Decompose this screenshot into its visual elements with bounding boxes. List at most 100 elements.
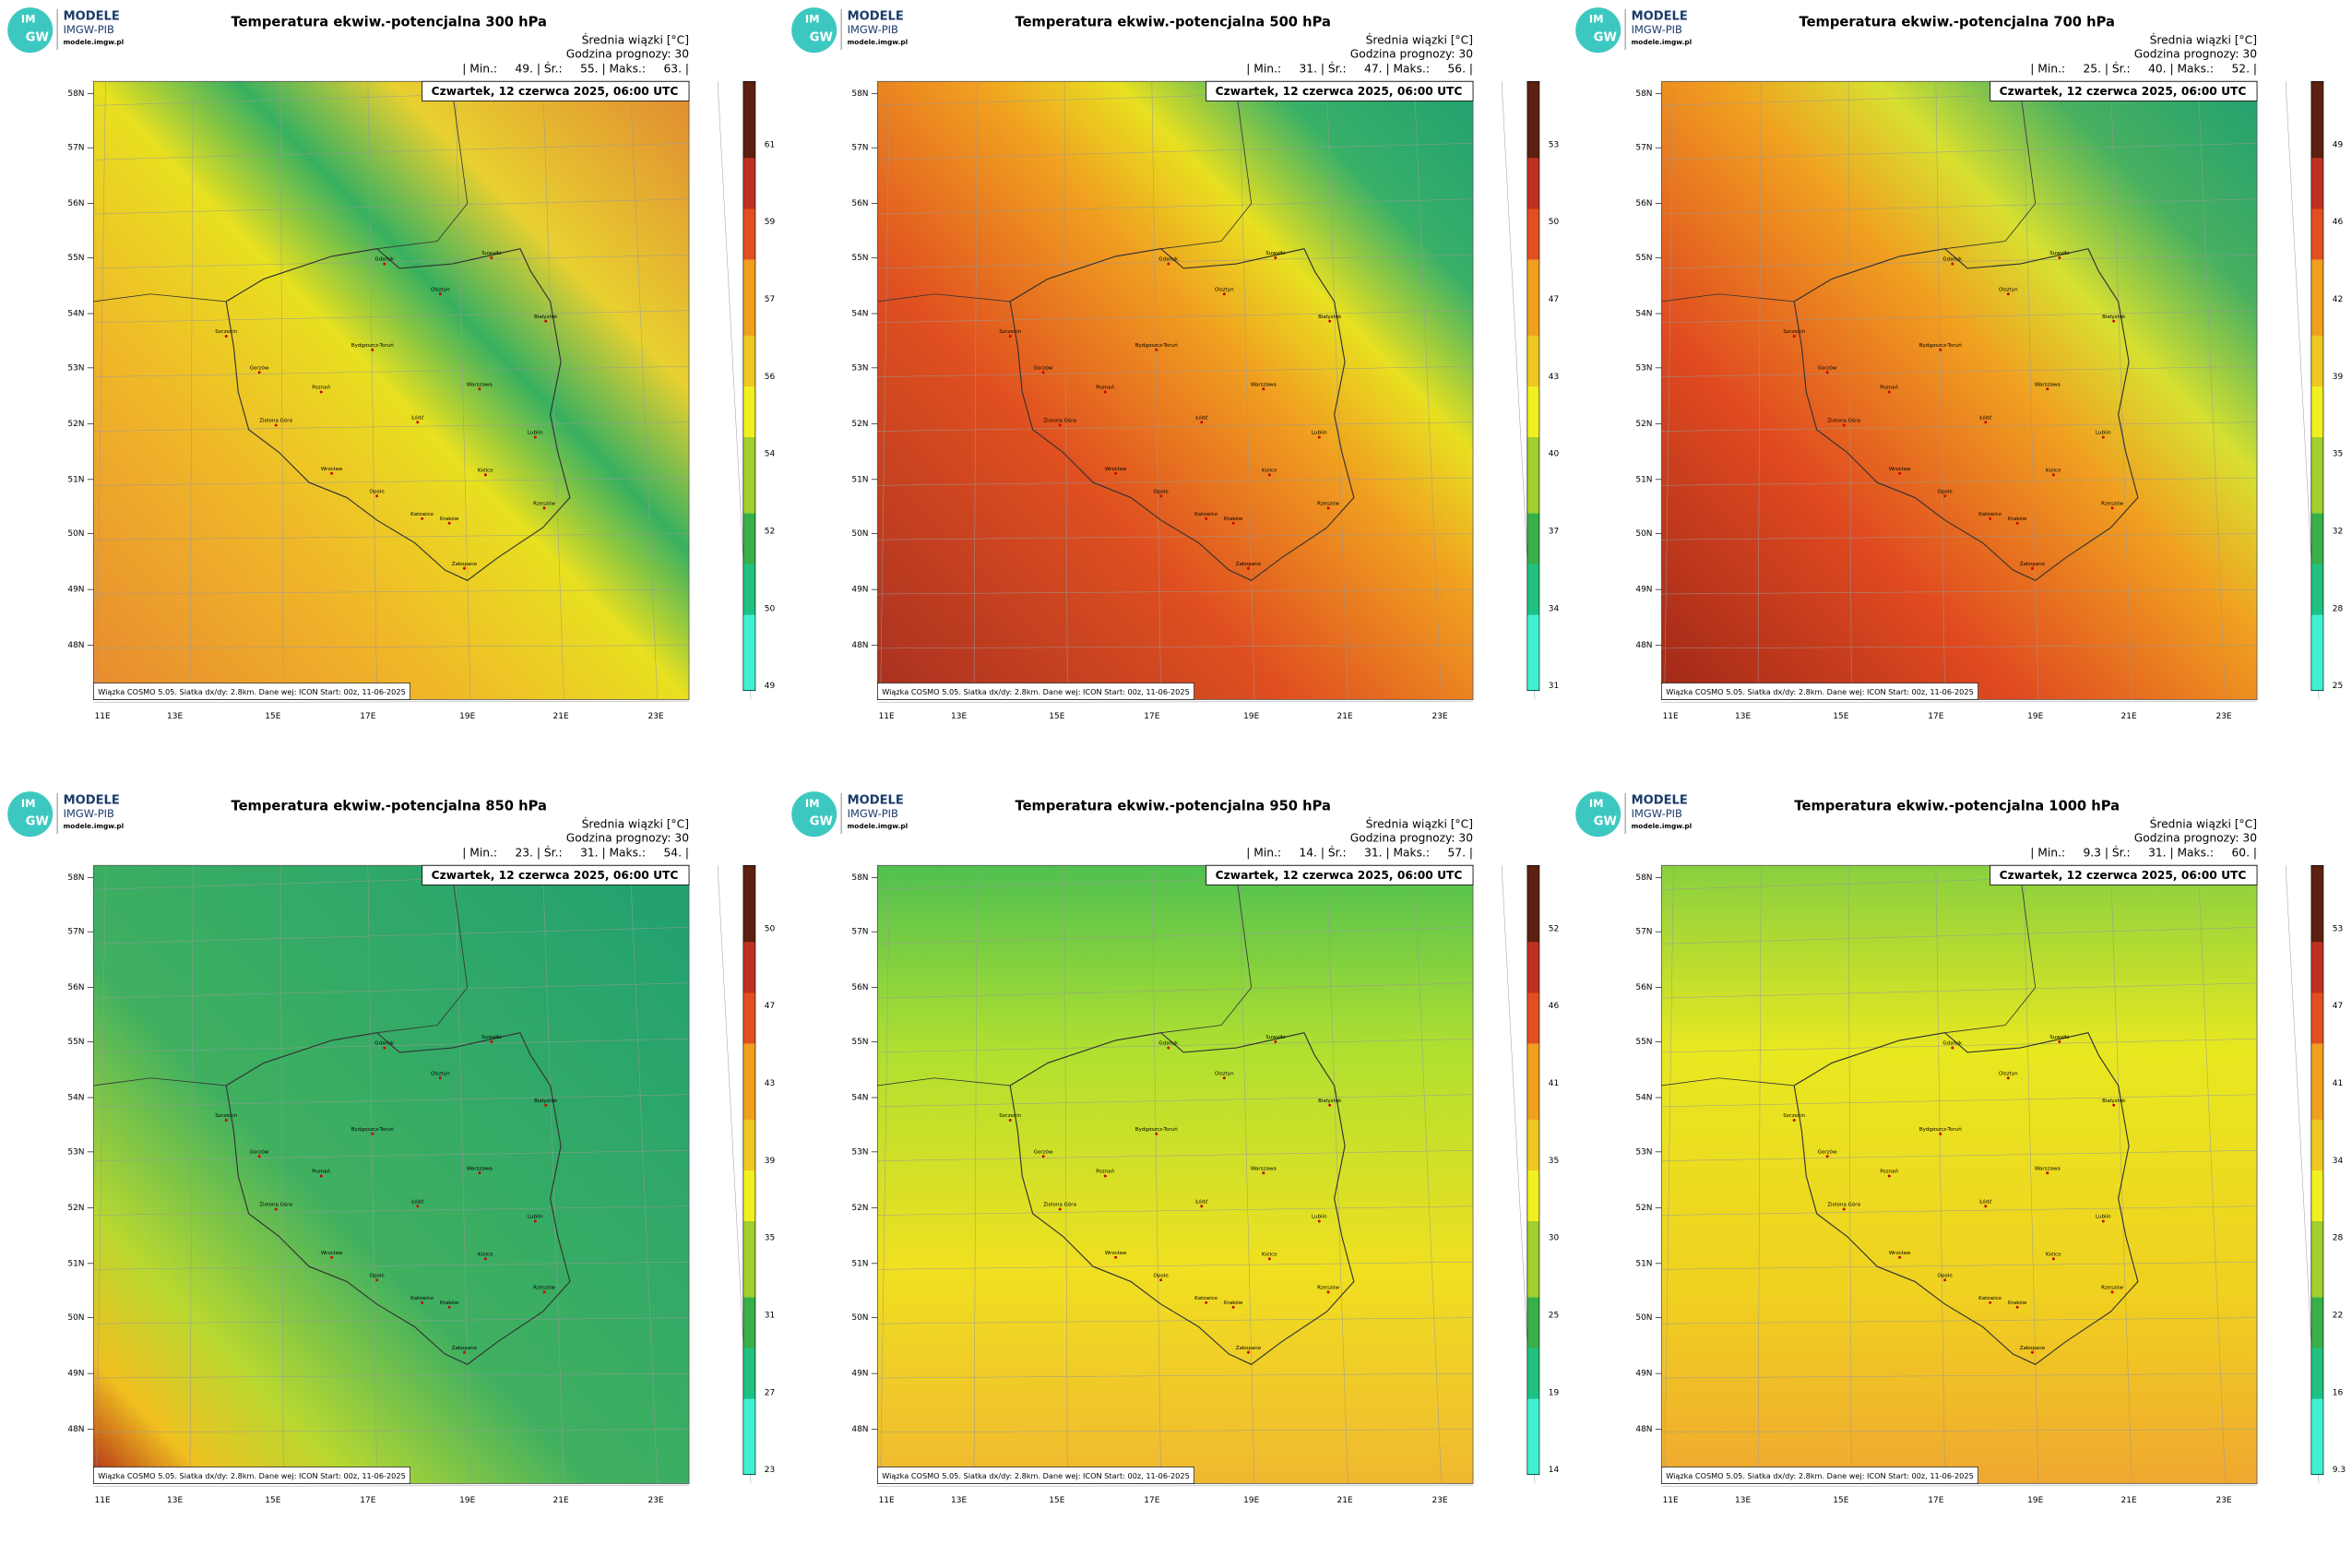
lon-label: 15E [265,712,280,721]
logo-org: IMGW-PIB [64,807,114,820]
city-dot [1842,1207,1846,1211]
lon-label: 21E [553,712,569,721]
city-dot [2112,319,2116,323]
city-label: Suwałki [2049,1035,2070,1040]
lat-label: 54N [67,1094,84,1103]
city-dot [375,494,379,498]
colorbar-label: 22 [2333,1312,2343,1321]
city-dot [2058,256,2061,259]
lat-label: 48N [67,1425,84,1434]
city-label: Gdańsk [374,256,395,263]
graticule [93,1149,690,1161]
colorbar-swatch [2310,1297,2323,1324]
graticule [1935,865,1945,1484]
city-label: Wrocław [1105,1251,1127,1256]
city-label: Bydgoszcz-Toruń [351,1126,394,1133]
map-title: Temperatura ekwiw.-potencjalna 700 hPa [1800,15,2115,30]
city-dot [2051,473,2055,477]
logo-mark: GW [1594,30,1617,44]
graticule [877,198,1474,215]
graticule [877,645,1474,649]
city-label: Bydgoszcz-Toruń [1919,1126,1962,1133]
city-dot [416,421,420,424]
colorbar-swatch [1526,992,1539,1018]
colorbar-swatch [2310,106,2323,133]
subtitle: Średnia wiązki [°C] [582,817,689,831]
graticule [1661,365,2258,377]
footer: Wiązka COSMO 5.05. Siatka dx/dy: 2.8km. … [98,1471,406,1480]
city-label: Wrocław [1105,467,1127,472]
city-dot [1317,1219,1321,1223]
colorbar-swatch [1526,1423,1539,1450]
colorbar-swatch [2310,588,2323,615]
city-label: Gorzów [250,364,269,371]
city-dot [1205,517,1208,520]
city-dot [1267,473,1271,477]
graticule [542,865,564,1484]
lat-label: 51N [1635,1259,1652,1268]
logo-mark: GW [1594,814,1617,828]
colorbar-swatch [1526,1017,1539,1044]
graticule [93,1094,690,1108]
logo-mark: GW [26,30,49,44]
city-label: Warszawa [1251,382,1277,387]
date: Czwartek, 12 czerwca 2025, 06:00 UTC [2000,85,2247,98]
colorbar-swatch [742,665,755,692]
forecast-hour: Godzina prognozy: 30 [1350,831,1473,844]
city-label: Rzeszów [1317,1284,1339,1290]
lon-label: 19E [2027,712,2043,721]
subtitle: Średnia wiązki [°C] [2150,817,2257,831]
graticule [2198,865,2226,1484]
map-field [1660,80,2258,700]
stats: | Min.: 49. | Śr.: 55. | Maks.: 63. | [462,62,689,76]
coastline [877,874,1253,1087]
logo-icon [791,7,837,53]
colorbar-label: 57 [765,295,775,304]
city-label: Kraków [1224,516,1243,522]
date: Czwartek, 12 czerwca 2025, 06:00 UTC [2000,869,2247,882]
graticule [279,81,284,700]
graticule [1151,81,1161,700]
graticule [1661,477,2258,486]
logo-icon [7,7,53,53]
colorbar-label: 50 [1549,218,1560,227]
graticule [973,865,978,1484]
city-label: Poznań [1880,1169,1898,1175]
colorbar-swatch [742,588,755,615]
lat-label: 51N [851,475,868,484]
lon-label: 15E [1833,712,1848,721]
city-label: Łódź [410,1198,423,1205]
graticule [367,81,377,700]
city-label: Opole [370,489,386,494]
graticule [1326,81,1348,700]
city-label: Kielce [1262,1253,1277,1258]
colorbar-swatch [742,1297,755,1324]
city-dot [257,1155,261,1158]
lat-label: 56N [1635,199,1652,208]
colorbar-label: 35 [1549,1157,1559,1166]
colorbar-swatch [2310,1119,2323,1146]
map-field [1660,864,2258,1484]
date: Czwartek, 12 czerwca 2025, 06:00 UTC [1216,869,1463,882]
footer-box [877,683,1194,700]
city-dot [478,1171,481,1175]
city-dot [1222,1076,1226,1080]
city-label: Katowice [1978,1296,2002,1301]
colorbar-frame [742,80,756,691]
logo-mark: IM [1589,797,1604,810]
graticule [1239,865,1255,1484]
colorbar-swatch [742,538,755,564]
city-label: Katowice [410,1296,434,1301]
colorbar-label: 28 [2333,604,2344,613]
colorbar-swatch [742,132,755,159]
colorbar-label: 49 [2333,140,2344,149]
graticule [96,865,106,1484]
date-box [1990,80,2258,101]
logo-mark: IM [21,13,36,26]
colorbar-swatch [2310,81,2323,108]
lon-label: 15E [265,1496,280,1505]
city-dot [1167,262,1170,266]
colorbar-swatch [742,335,755,362]
city-label: Rzeszów [1317,500,1339,506]
